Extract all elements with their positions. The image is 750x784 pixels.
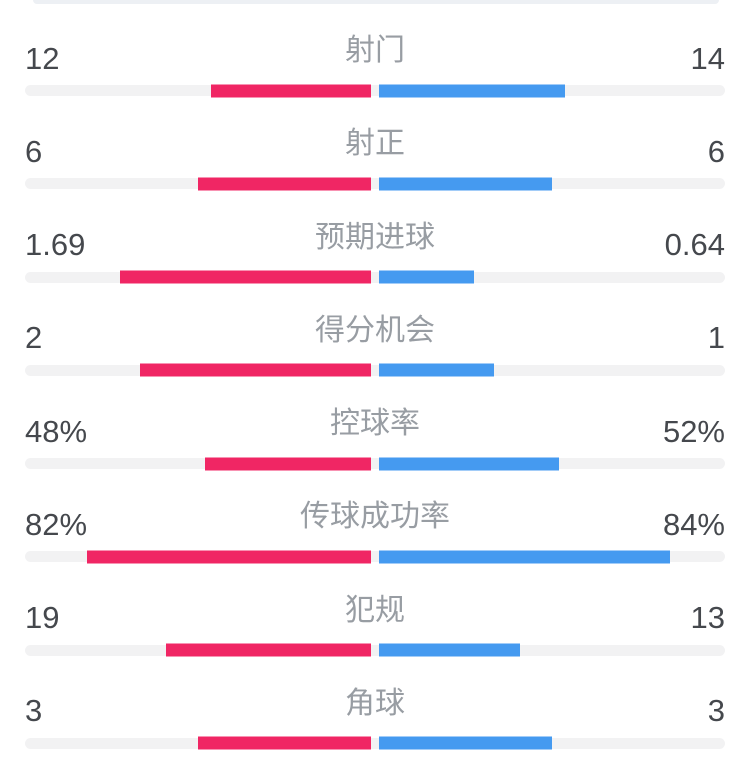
home-bar: [165, 643, 371, 657]
stat-label: 犯规: [345, 593, 405, 627]
stat-row: 12 射门 14: [0, 36, 750, 129]
home-value: 48%: [25, 413, 88, 449]
stat-label: 射正: [345, 127, 405, 161]
home-bar: [198, 177, 371, 191]
stat-row: 3 角球 3: [0, 686, 750, 782]
stat-header: 48% 控球率 52%: [0, 409, 750, 453]
home-bar: [198, 736, 371, 750]
stat-header-center: 控球率: [87, 409, 663, 453]
stat-header-center: 射正: [42, 129, 708, 173]
away-bar: [379, 177, 552, 191]
away-bar: [379, 643, 520, 657]
bar-track: [25, 177, 725, 191]
away-value: 84%: [662, 506, 725, 542]
stat-label: 角球: [345, 686, 405, 720]
home-value: 3: [25, 693, 43, 729]
away-value: 14: [690, 40, 725, 76]
home-bar: [211, 84, 371, 97]
bar-track: [25, 550, 725, 564]
away-bar: [379, 457, 559, 470]
away-value: 13: [690, 600, 725, 635]
stat-header: 6 射正 6: [0, 129, 750, 173]
stat-header: 12 射门 14: [0, 36, 750, 80]
stat-header: 2 得分机会 1: [0, 313, 750, 360]
away-bar: [379, 550, 670, 564]
bar-track: [25, 736, 725, 750]
stat-header-center: 预期进球: [85, 220, 664, 267]
stat-row: 1.69 预期进球 0.64: [0, 220, 750, 316]
stat-header-center: 犯规: [59, 593, 690, 640]
stat-header-center: 得分机会: [42, 313, 708, 360]
bar-track: [25, 643, 725, 657]
stat-label: 控球率: [330, 407, 420, 440]
home-bar: [140, 363, 371, 377]
bar-track: [25, 270, 725, 284]
stat-row: 6 射正 6: [0, 129, 750, 222]
away-value: 1: [707, 320, 725, 356]
stat-header: 1.69 预期进球 0.64: [0, 220, 750, 267]
stat-header: 82% 传球成功率 84%: [0, 502, 750, 546]
stat-header-center: 射门: [59, 36, 690, 80]
home-value: 12: [25, 40, 60, 76]
bar-track: [25, 457, 725, 470]
home-value: 19: [25, 600, 60, 635]
away-bar: [379, 270, 474, 284]
stat-header: 19 犯规 13: [0, 593, 750, 640]
away-bar: [379, 736, 552, 750]
home-bar: [87, 550, 371, 564]
stat-row: 48% 控球率 52%: [0, 409, 750, 502]
stat-label: 预期进球: [315, 220, 435, 254]
stat-row: 82% 传球成功率 84%: [0, 502, 750, 595]
home-value: 2: [25, 320, 43, 356]
stat-header: 3 角球 3: [0, 686, 750, 733]
bar-track: [25, 84, 725, 97]
away-bar: [379, 84, 566, 97]
stat-header-center: 角球: [42, 686, 708, 733]
away-bar: [379, 363, 495, 377]
away-value: 3: [707, 693, 725, 729]
away-value: 6: [707, 133, 725, 169]
home-value: 82%: [25, 506, 88, 542]
stat-label: 射门: [345, 34, 405, 67]
away-value: 52%: [662, 413, 725, 449]
stat-row: 19 犯规 13: [0, 593, 750, 689]
home-value: 1.69: [25, 227, 86, 262]
stat-row: 2 得分机会 1: [0, 313, 750, 409]
top-divider: [33, 0, 719, 4]
stat-label: 传球成功率: [300, 500, 450, 534]
away-value: 0.64: [664, 227, 725, 262]
home-value: 6: [25, 133, 43, 169]
bar-track: [25, 363, 725, 377]
home-bar: [120, 270, 371, 284]
stat-label: 得分机会: [315, 313, 435, 347]
stat-header-center: 传球成功率: [87, 502, 663, 546]
home-bar: [204, 457, 371, 470]
